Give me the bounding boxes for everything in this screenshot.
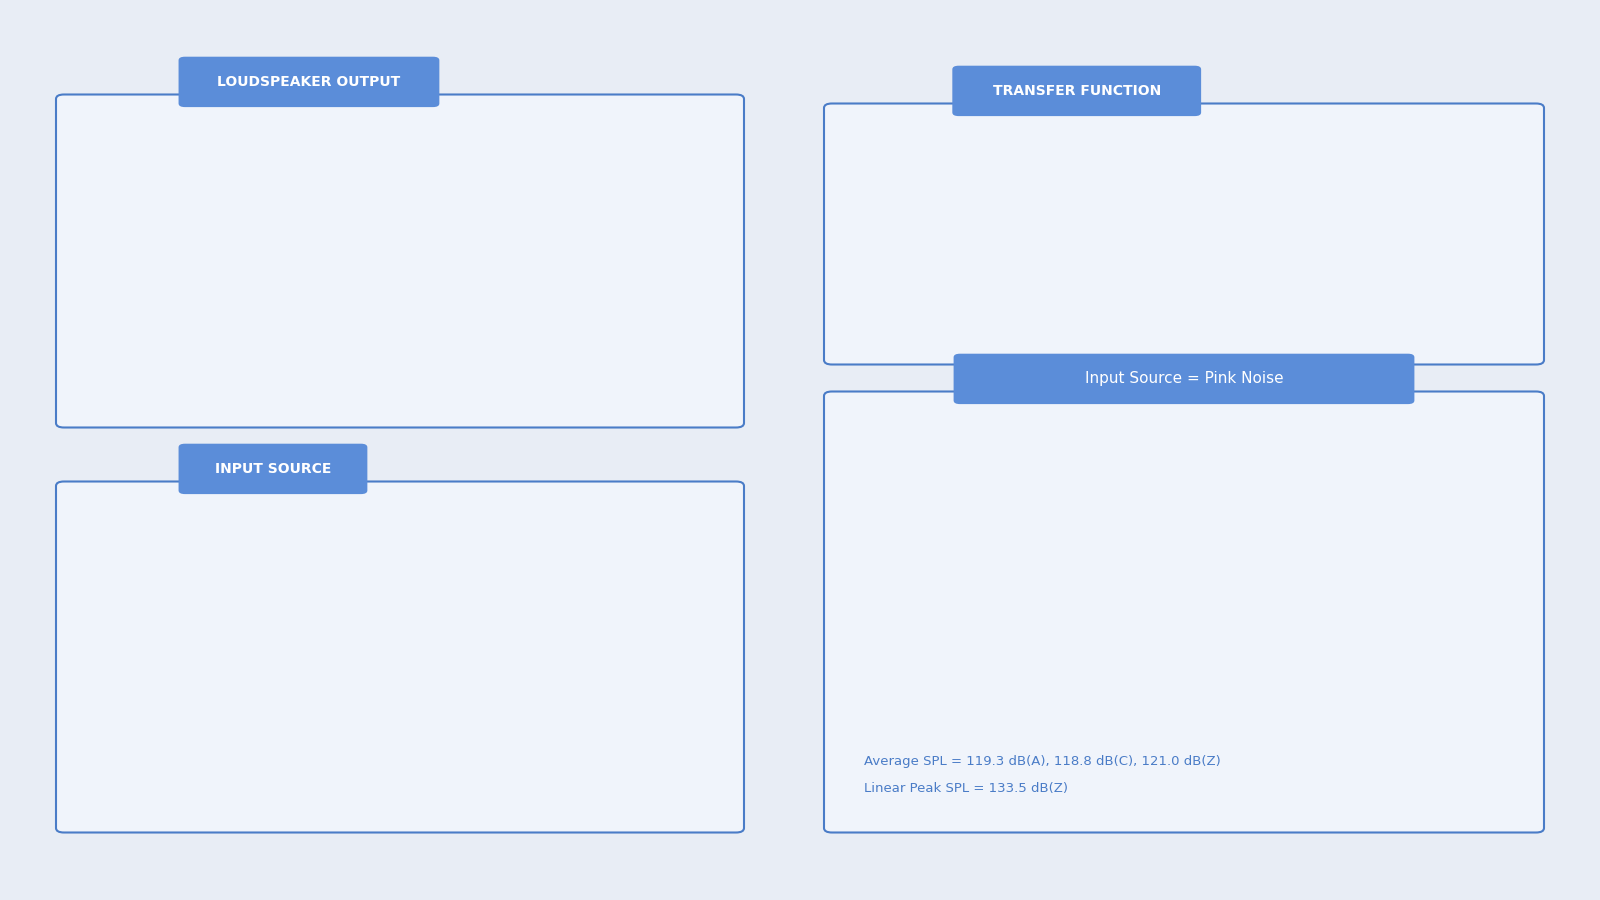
Text: NTi   XL2: NTi XL2 — [1322, 702, 1366, 712]
Text: LOUDSPEAKER OUTPUT: LOUDSPEAKER OUTPUT — [218, 75, 400, 89]
Text: 120.9dB: 120.9dB — [1315, 634, 1373, 646]
Text: INPUT SOURCE: INPUT SOURCE — [214, 462, 331, 476]
FancyBboxPatch shape — [880, 446, 981, 476]
Bar — [880, 505, 1405, 535]
Text: Average SPL = 119.3 dB(A), 118.8 dB(C), 121.0 dB(Z): Average SPL = 119.3 dB(A), 118.8 dB(C), … — [864, 755, 1221, 768]
Bar — [880, 446, 1488, 476]
Bar — [880, 505, 1488, 535]
Text: 130.7dB: 130.7dB — [995, 634, 1053, 646]
Text: Input Source = Pink Noise: Input Source = Pink Noise — [1085, 372, 1283, 386]
Text: TRANSFER FUNCTION: TRANSFER FUNCTION — [992, 84, 1162, 98]
Text: 129.6: 129.6 — [912, 511, 965, 529]
Text: 113.5: 113.5 — [904, 453, 957, 471]
Text: Linear Peak SPL = 133.5 dB(Z): Linear Peak SPL = 133.5 dB(Z) — [864, 782, 1069, 795]
FancyBboxPatch shape — [880, 505, 995, 535]
FancyBboxPatch shape — [883, 572, 1165, 733]
FancyBboxPatch shape — [909, 591, 1139, 688]
Bar — [880, 446, 1341, 476]
FancyBboxPatch shape — [1184, 572, 1466, 733]
Text: NTi   XL2: NTi XL2 — [1002, 702, 1046, 712]
FancyBboxPatch shape — [1210, 591, 1440, 688]
